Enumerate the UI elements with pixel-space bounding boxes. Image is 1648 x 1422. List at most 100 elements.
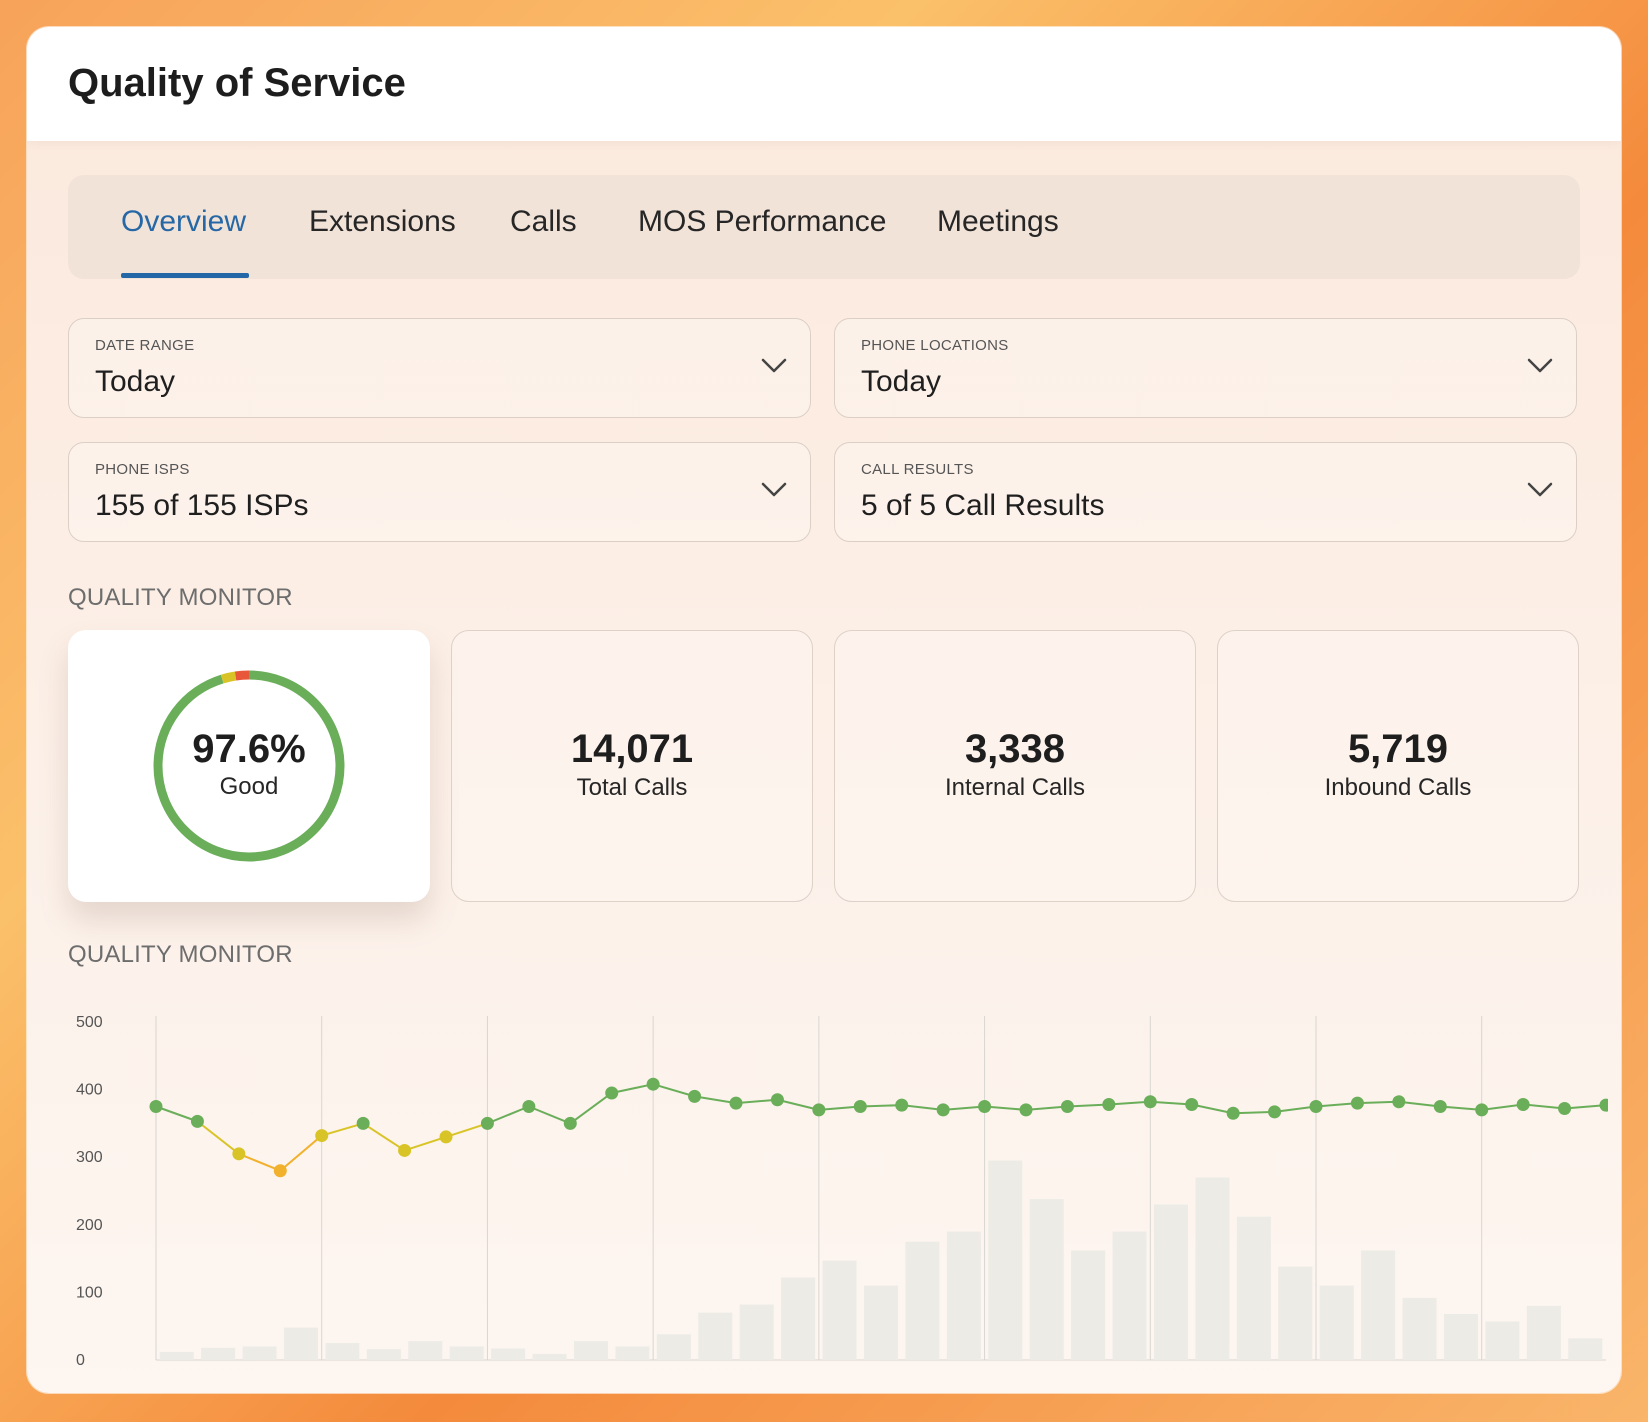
data-point[interactable] [315,1129,329,1143]
data-point[interactable] [232,1147,246,1161]
volume-bar[interactable] [1402,1297,1437,1360]
volume-bar[interactable] [491,1348,526,1360]
data-point[interactable] [273,1164,287,1178]
data-point[interactable] [770,1093,784,1107]
series-line-segment [1357,1100,1399,1105]
tab-overview[interactable]: Overview [121,205,247,238]
quality-gauge-card[interactable]: 97.6% Good [68,630,430,902]
data-point[interactable] [190,1114,204,1128]
series-line-segment [735,1098,778,1105]
volume-bar[interactable] [946,1231,981,1360]
volume-bar[interactable] [1485,1321,1520,1360]
series-line-segment [984,1105,1027,1111]
volume-bar[interactable] [574,1341,608,1360]
data-point[interactable] [688,1089,702,1103]
volume-bar[interactable] [1236,1216,1271,1360]
inbound-calls-card[interactable]: 5,719 Inbound Calls [1217,630,1579,902]
total-calls-card[interactable]: 14,071 Total Calls [451,630,813,902]
volume-bar[interactable] [1444,1314,1478,1360]
data-point[interactable] [480,1116,494,1130]
data-point[interactable] [356,1116,370,1130]
data-point[interactable] [605,1086,619,1100]
volume-bar[interactable] [1568,1338,1603,1360]
date-range-select[interactable]: DATE RANGE Today [68,318,811,418]
internal-calls-value: 3,338 [964,727,1066,771]
volume-bar[interactable] [408,1341,443,1360]
phone-locations-value: Today [861,365,942,398]
phone-isps-select[interactable]: PHONE ISPS 155 of 155 ISPs [68,442,811,542]
volume-bar[interactable] [988,1160,1023,1360]
volume-bar[interactable] [242,1346,277,1360]
inbound-calls-label: Inbound Calls [1324,774,1472,801]
data-point[interactable] [1309,1100,1323,1113]
phone-locations-select[interactable]: PHONE LOCATIONS Today [834,318,1577,418]
data-point[interactable] [563,1116,577,1130]
volume-bar[interactable] [1112,1231,1147,1360]
data-point[interactable] [1516,1097,1530,1111]
volume-bar[interactable] [656,1334,691,1360]
data-point[interactable] [1392,1095,1406,1109]
volume-bar[interactable] [532,1353,567,1360]
call-results-select[interactable]: CALL RESULTS 5 of 5 Call Results [834,442,1577,542]
volume-bar[interactable] [1029,1199,1064,1360]
data-point[interactable] [439,1130,453,1144]
quality-label: Good [219,773,279,800]
data-point[interactable] [1143,1095,1157,1109]
volume-bar[interactable] [1361,1250,1396,1360]
data-point[interactable] [978,1100,992,1113]
data-point[interactable] [149,1100,163,1113]
data-point[interactable] [812,1103,826,1117]
volume-bar[interactable] [1071,1250,1106,1360]
series-line-segment [1233,1110,1275,1115]
data-point[interactable] [1558,1102,1572,1116]
quality-gauge [153,670,345,862]
data-point[interactable] [1060,1100,1074,1113]
data-point[interactable] [1433,1100,1447,1113]
series-line-segment [1191,1103,1234,1115]
volume-bar[interactable] [1526,1305,1561,1360]
data-point[interactable] [1475,1103,1489,1117]
data-point[interactable] [895,1098,909,1112]
data-point[interactable] [1102,1097,1116,1111]
data-point[interactable] [522,1100,536,1113]
data-point[interactable] [398,1143,412,1157]
internal-calls-card[interactable]: 3,338 Internal Calls [834,630,1196,902]
data-point[interactable] [1019,1103,1033,1117]
volume-bar[interactable] [1319,1285,1354,1360]
series-line-segment [1315,1102,1358,1108]
data-point[interactable] [1268,1105,1282,1119]
data-point[interactable] [1185,1097,1199,1111]
volume-bar[interactable] [822,1260,857,1360]
volume-bar[interactable] [284,1327,318,1360]
total-calls-value: 14,071 [570,727,694,771]
volume-bar[interactable] [698,1312,733,1360]
data-point[interactable] [853,1100,867,1113]
data-point[interactable] [1599,1098,1609,1112]
volume-bar[interactable] [366,1349,401,1360]
volume-bar[interactable] [1278,1266,1313,1360]
data-point[interactable] [1226,1106,1240,1120]
volume-bar[interactable] [905,1241,940,1360]
series-line-segment [652,1083,695,1098]
series-line-segment [196,1120,240,1155]
volume-bar[interactable] [449,1346,484,1360]
volume-bar[interactable] [325,1343,360,1360]
volume-bar[interactable] [864,1285,898,1360]
series-line-segment [1067,1103,1109,1108]
data-point[interactable] [729,1096,743,1110]
volume-bar[interactable] [201,1347,236,1360]
data-point[interactable] [646,1077,660,1091]
volume-bar[interactable] [1154,1204,1188,1360]
data-point[interactable] [936,1103,950,1117]
volume-bar[interactable] [159,1351,194,1360]
tab-calls[interactable]: Calls [510,205,577,238]
volume-bar[interactable] [781,1277,816,1360]
tab-mos-performance[interactable]: MOS Performance [638,205,887,238]
tab-extensions[interactable]: Extensions [309,205,456,238]
volume-bar[interactable] [739,1304,774,1360]
volume-bar[interactable] [1195,1177,1230,1360]
data-point[interactable] [1350,1096,1364,1110]
quality-percentage: 97.6% [192,727,306,771]
volume-bar[interactable] [615,1346,650,1360]
tab-meetings[interactable]: Meetings [937,205,1059,238]
